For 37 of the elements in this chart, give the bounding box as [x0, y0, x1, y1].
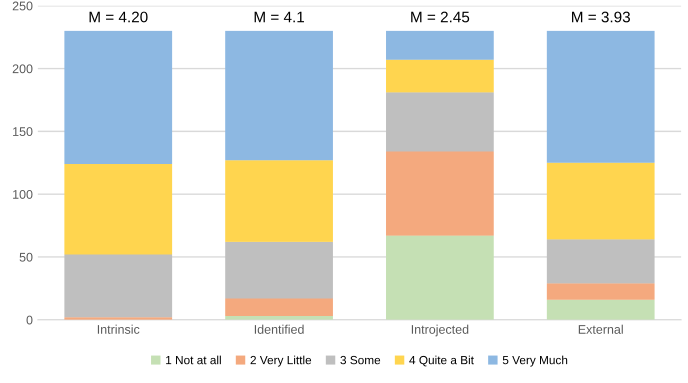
bar	[546, 283, 655, 300]
legend-label: 5 Very Much	[502, 356, 568, 367]
y-tick-label: 50	[20, 252, 32, 262]
bar	[386, 151, 494, 236]
legend-label: 1 Not at all	[166, 356, 221, 364]
bar	[386, 236, 494, 320]
bar	[386, 60, 494, 92]
annotation: M = 2.45	[411, 12, 470, 22]
bar	[64, 30, 172, 164]
legend-label: 2 Very Little	[250, 356, 312, 367]
legend-label: 3 Some	[340, 356, 380, 364]
y-tick-label: 100	[13, 190, 32, 199]
bar	[225, 160, 333, 242]
annotation: M = 3.93	[572, 12, 630, 22]
x-tick-label: Identified	[254, 324, 304, 334]
y-tick-label: 0	[26, 316, 32, 324]
y-tick-label: 150	[13, 127, 32, 136]
bar	[225, 298, 333, 316]
bar	[546, 239, 655, 284]
annotation: M = 4.20	[90, 12, 148, 22]
x-tick-label: Intrinsic	[98, 324, 140, 334]
bar	[386, 30, 494, 60]
x-tick-label: Introjected	[412, 324, 468, 336]
legend-label: 4 Quite a Bit	[409, 356, 474, 366]
bar	[546, 162, 655, 240]
bar	[225, 30, 333, 160]
bar	[225, 316, 333, 320]
y-tick-label: 200	[12, 64, 32, 74]
bar	[64, 164, 172, 254]
bar	[546, 30, 655, 163]
x-tick-label: External	[578, 324, 623, 334]
annotation: M = 4.1	[254, 12, 304, 22]
bar	[64, 254, 172, 318]
bar	[225, 242, 333, 298]
y-tick-label: 250	[12, 2, 32, 10]
bar	[546, 300, 655, 320]
bar	[386, 92, 494, 152]
